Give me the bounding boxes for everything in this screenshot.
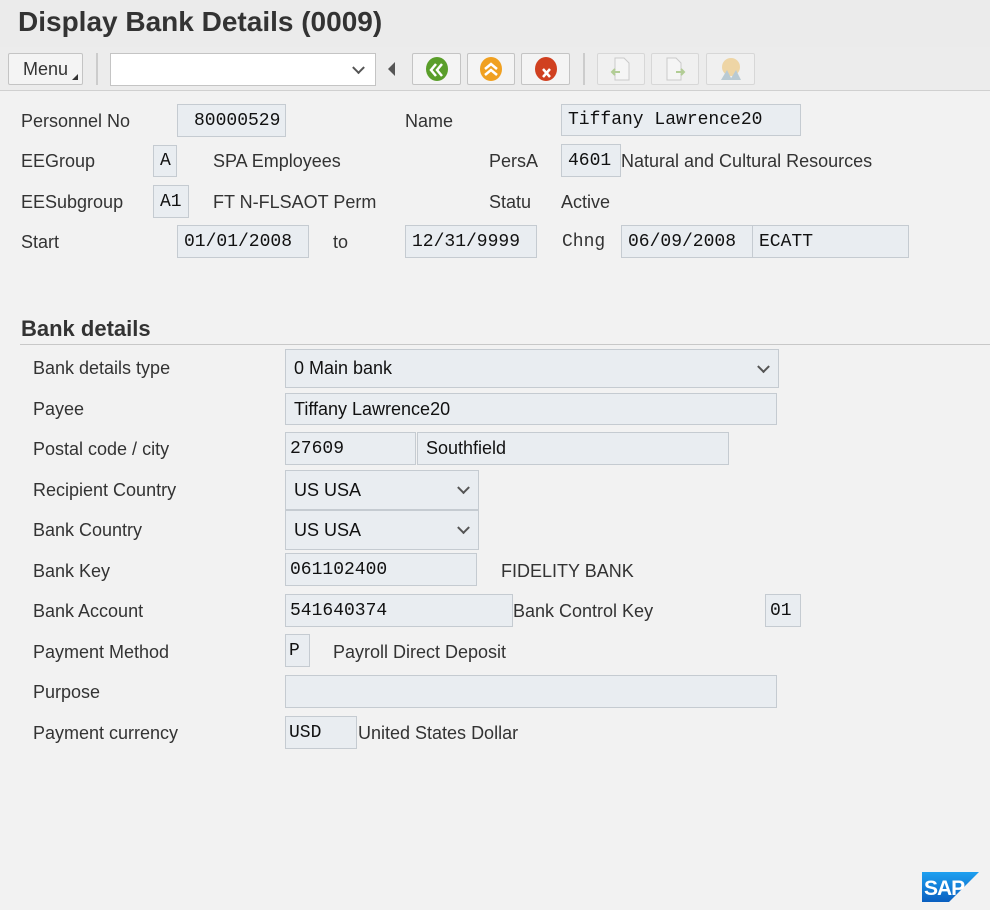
eegroup-text: SPA Employees: [213, 151, 341, 171]
to-label: to: [333, 232, 349, 252]
bank-key-field[interactable]: 061102400: [285, 553, 477, 586]
end-date-field[interactable]: 12/31/9999: [405, 225, 537, 258]
payment-method-field[interactable]: P: [285, 634, 310, 667]
separator: [96, 53, 98, 85]
bank-details-heading: Bank details: [21, 316, 151, 341]
payment-method-text: Payroll Direct Deposit: [333, 642, 507, 662]
bank-details-type-label: Bank details type: [33, 358, 171, 378]
recipient-country-label: Recipient Country: [33, 480, 177, 500]
bank-key-label: Bank Key: [33, 561, 111, 581]
payment-currency-label: Payment currency: [33, 723, 179, 743]
postal-city-label: Postal code / city: [33, 439, 170, 459]
payee-field[interactable]: Tiffany Lawrence20: [285, 393, 777, 425]
bank-control-key-label: Bank Control Key: [513, 601, 654, 621]
exit-icon: [480, 57, 502, 81]
separator: [583, 53, 585, 85]
overview-button[interactable]: [706, 53, 755, 85]
bank-account-field[interactable]: 541640374: [285, 594, 513, 627]
persa-field[interactable]: 4601: [561, 144, 621, 177]
eesubgroup-text: FT N-FLSAOT Perm: [213, 192, 377, 212]
chevron-down-icon: [457, 521, 470, 535]
bank-country-value: US USA: [294, 519, 362, 540]
payment-currency-text: United States Dollar: [358, 723, 519, 743]
previous-record-button[interactable]: [597, 53, 645, 85]
menu-button[interactable]: Menu: [8, 53, 83, 85]
divider: [20, 344, 990, 345]
name-label: Name: [405, 111, 454, 131]
back-icon: [425, 57, 448, 81]
personnel-no-label: Personnel No: [21, 111, 131, 131]
status-label: Statu: [489, 192, 532, 212]
purpose-field[interactable]: [285, 675, 777, 708]
eesubgroup-label: EESubgroup: [21, 192, 124, 212]
menu-label: Menu: [22, 58, 69, 79]
persa-text: Natural and Cultural Resources: [621, 151, 873, 171]
recipient-country-dropdown[interactable]: US USA: [285, 470, 479, 510]
title-bar: [0, 0, 990, 47]
cancel-icon: [534, 57, 557, 81]
eesubgroup-field[interactable]: A1: [153, 185, 189, 218]
exit-button[interactable]: [467, 53, 515, 85]
command-field[interactable]: [110, 53, 376, 86]
recipient-country-value: US USA: [294, 479, 362, 500]
eegroup-field[interactable]: A: [153, 145, 177, 177]
previous-record-icon: [610, 57, 630, 81]
chevron-down-icon: [757, 359, 770, 373]
personnel-no-field[interactable]: 80000529: [177, 104, 286, 137]
eegroup-label: EEGroup: [21, 151, 96, 171]
city-field[interactable]: Southfield: [417, 432, 729, 465]
chevron-down-icon: [457, 481, 470, 495]
back-button[interactable]: [412, 53, 461, 85]
bank-name-text: FIDELITY BANK: [501, 561, 634, 581]
changed-by-field[interactable]: ECATT: [752, 225, 909, 258]
next-record-icon: [666, 57, 686, 81]
bank-details-type-value: 0 Main bank: [294, 358, 393, 378]
payment-currency-field[interactable]: USD: [285, 716, 357, 749]
chevron-down-icon[interactable]: [352, 60, 365, 74]
page-title: Display Bank Details (0009): [18, 6, 383, 37]
bank-control-key-field[interactable]: 01: [765, 594, 801, 627]
bank-country-label: Bank Country: [33, 520, 143, 540]
payment-method-label: Payment Method: [33, 642, 170, 662]
payee-label: Payee: [33, 399, 85, 419]
svg-text:SAP: SAP: [924, 877, 965, 900]
bank-country-dropdown[interactable]: US USA: [285, 510, 479, 550]
menu-corner-icon: [72, 74, 78, 80]
name-field[interactable]: Tiffany Lawrence20: [561, 104, 801, 136]
changed-label: Chng: [562, 232, 606, 252]
cancel-button[interactable]: [521, 53, 570, 85]
bank-details-type-dropdown[interactable]: 0 Main bank: [285, 349, 779, 388]
changed-date-field[interactable]: 06/09/2008: [621, 225, 753, 258]
postal-code-field[interactable]: 27609: [285, 432, 416, 465]
bank-account-label: Bank Account: [33, 601, 144, 621]
start-label: Start: [21, 232, 60, 252]
persa-label: PersA: [489, 151, 539, 171]
status-value: Active: [561, 192, 611, 212]
sap-logo: SAP: [922, 872, 979, 902]
next-record-button[interactable]: [651, 53, 699, 85]
start-date-field[interactable]: 01/01/2008: [177, 225, 309, 258]
overview-icon: [720, 58, 741, 80]
collapse-arrow-icon[interactable]: [388, 62, 395, 76]
purpose-label: Purpose: [33, 682, 101, 702]
